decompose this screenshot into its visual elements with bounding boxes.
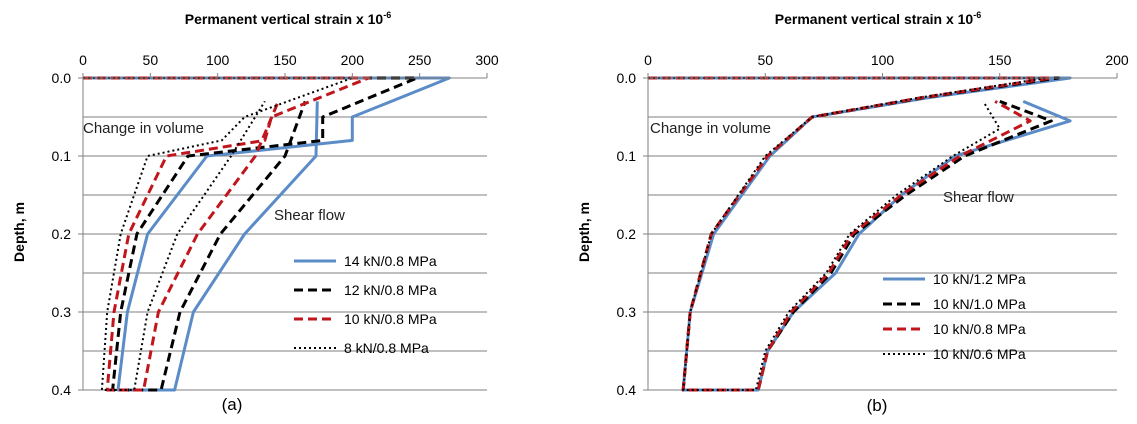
panel-a-x-tick-label: 300 [475,52,499,68]
panel-b-y-tick-label: 0.3 [617,304,637,320]
panel-b-series-3-line [648,76,1053,392]
panel-b-legend-label: 10 kN/0.8 MPa [933,321,1026,337]
panel-b-legend-label: 10 kN/0.6 MPa [933,346,1026,362]
panel-a-legend-label: 8 kN/0.8 MPa [344,340,429,356]
panel-b-y-tick-label: 0.1 [617,148,637,164]
panel-a-y-axis-title: Depth, m [11,202,27,262]
panel-b-y-axis-title: Depth, m [576,202,592,262]
panel-a-series [83,76,451,392]
panel-b-annotation-2: Shear flow [943,189,1014,206]
panel-a-legend-label: 12 kN/0.8 MPa [344,282,437,298]
panel-a-legend-label: 14 kN/0.8 MPa [344,253,437,269]
panel-b-grid [648,116,1117,391]
panel-b-y-tick-label: 0.0 [617,70,637,86]
panel-a-annotation-1: Change in volume [83,120,204,137]
panel-b-x-tick-label: 150 [988,52,1012,68]
panel-b: 0 50 100 150 200 0.0 0.1 0.2 0.3 0.4 Permanent ve… [576,10,1129,415]
panel-a-annotation-2: Shear flow [274,207,345,224]
panel-b-legend: 10 kN/1.2 MPa 10 kN/1.0 MPa 10 kN/0.8 MPa 1… [883,271,1026,362]
panel-b-y-tick-label: 0.2 [617,226,637,242]
panel-a-series-2-line [83,76,419,392]
panel-b-x-tick-label: 100 [871,52,895,68]
panel-b-series [648,76,1072,392]
panel-a-x-tick-label: 50 [143,52,159,68]
panel-a-x-axis-title: Permanent vertical strain x 10-6 [185,10,391,27]
panel-a-legend-label: 10 kN/0.8 MPa [344,311,437,327]
panel-b-x-axis-title: Permanent vertical strain x 10-6 [775,10,981,27]
panel-b-legend-label: 10 kN/1.2 MPa [933,271,1026,287]
panel-a-x-tick-label: 150 [273,52,297,68]
panel-b-y-tick-label: 0.4 [617,382,637,398]
panel-a-caption: (a) [222,395,243,414]
panel-b-caption: (b) [867,396,888,415]
panel-b-annotation-1: Change in volume [650,120,771,137]
panel-b-legend-label: 10 kN/1.0 MPa [933,296,1026,312]
panel-b-x-tick-label: 0 [644,52,652,68]
panel-b-x-tick-label: 200 [1105,52,1129,68]
panel-a-x-tick-label: 200 [341,52,365,68]
panel-a: 0 50 100 150 200 250 300 0.0 0.1 0.2 0.3 0.4 Perman… [11,10,499,414]
panel-a-series-1-line [83,76,451,392]
panel-a-legend: 14 kN/0.8 MPa 12 kN/0.8 MPa 10 kN/0.8 MPa 8… [294,253,437,356]
panel-a-y-tick-label: 0.1 [52,148,72,164]
panel-b-annotations: Change in volume Shear flow [650,120,1014,206]
panel-a-x-tick-label: 100 [206,52,230,68]
panel-b-axes: 0 50 100 150 200 0.0 0.1 0.2 0.3 0.4 [617,52,1129,398]
panel-a-series-3-line [83,76,370,392]
panel-a-annotations: Change in volume Shear flow [83,120,345,224]
panel-a-x-tick-label: 0 [79,52,87,68]
panel-a-y-tick-label: 0.2 [52,226,72,242]
panel-a-axes: 0 50 100 150 200 250 300 0.0 0.1 0.2 0.3 0.4 [52,52,499,398]
panel-a-y-tick-label: 0.0 [52,70,72,86]
panel-b-x-tick-label: 50 [757,52,773,68]
panel-a-x-tick-label: 250 [408,52,432,68]
panel-a-y-tick-label: 0.3 [52,304,72,320]
panel-a-y-tick-label: 0.4 [52,382,72,398]
